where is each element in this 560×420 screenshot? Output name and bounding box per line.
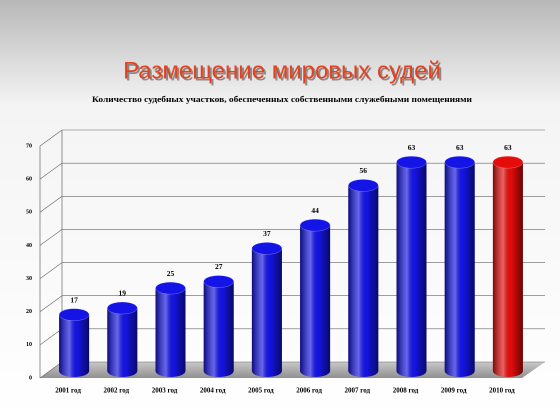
grid-line-side	[39, 196, 63, 213]
y-tick-label: 10	[26, 342, 32, 348]
bar-cap	[203, 275, 234, 288]
x-tick-label: 2006 год	[296, 387, 322, 395]
grid-line-side	[39, 162, 63, 180]
bar-shading	[251, 248, 282, 377]
data-label: 37	[263, 229, 271, 238]
data-label: 63	[504, 143, 512, 152]
x-tick-label: 2010 год	[489, 387, 515, 395]
data-label: 63	[456, 143, 464, 152]
x-tick-label: 2004 год	[200, 387, 226, 395]
y-tick-label: 50	[26, 210, 32, 216]
data-label: 27	[215, 262, 223, 271]
x-tick-label: 2005 год	[248, 387, 274, 395]
x-tick-label: 2007 год	[345, 387, 371, 395]
chart-title: Размещение мировых судей	[123, 57, 441, 84]
data-label: 17	[70, 295, 78, 304]
bar-cap	[444, 155, 475, 169]
grid-line-side	[39, 129, 63, 147]
y-tick-label: 20	[26, 309, 32, 315]
bar-shading	[300, 225, 331, 377]
y-tick-label: 30	[26, 276, 32, 282]
data-label: 56	[360, 166, 368, 175]
bar-cap	[58, 308, 90, 321]
bar-cap	[251, 242, 283, 255]
bar-shading	[203, 281, 234, 377]
bar-shading	[444, 162, 475, 377]
x-tick-label: 2008 год	[393, 387, 419, 395]
grid-line-side	[39, 328, 63, 346]
bar-cap	[155, 281, 186, 295]
bar-shading	[107, 308, 138, 377]
data-label: 19	[119, 289, 127, 298]
chart-subtitle: Количество судебных участков, обеспеченн…	[92, 94, 472, 104]
title-shadow: Размещение мировых судей	[125, 59, 443, 86]
y-tick-label: 40	[26, 243, 32, 249]
bar-shading	[59, 314, 90, 377]
grid-line-side	[39, 262, 63, 279]
bar-shading	[492, 162, 523, 377]
data-label: 25	[167, 269, 175, 278]
x-tick-label: 2001 год	[55, 387, 81, 395]
bar-cap	[348, 179, 379, 192]
grid-line-side	[39, 229, 63, 246]
bar-cap	[492, 155, 524, 169]
y-tick-label: 0	[29, 375, 32, 381]
data-label: 44	[311, 206, 319, 215]
bar-cap	[299, 218, 331, 232]
bar-shading	[348, 185, 379, 377]
bar-shading	[396, 162, 427, 377]
x-tick-label: 2002 год	[104, 387, 130, 395]
bar-cap	[396, 155, 427, 169]
x-tick-label: 2003 год	[152, 387, 178, 395]
grid-line-side	[39, 361, 63, 379]
bar-cap	[107, 301, 138, 315]
grid-line-side	[39, 295, 63, 312]
x-tick-label: 2009 год	[441, 387, 467, 395]
y-tick-label: 70	[26, 143, 32, 149]
data-label: 63	[408, 143, 416, 152]
bar-shading	[155, 288, 186, 377]
y-tick-label: 60	[26, 177, 32, 183]
